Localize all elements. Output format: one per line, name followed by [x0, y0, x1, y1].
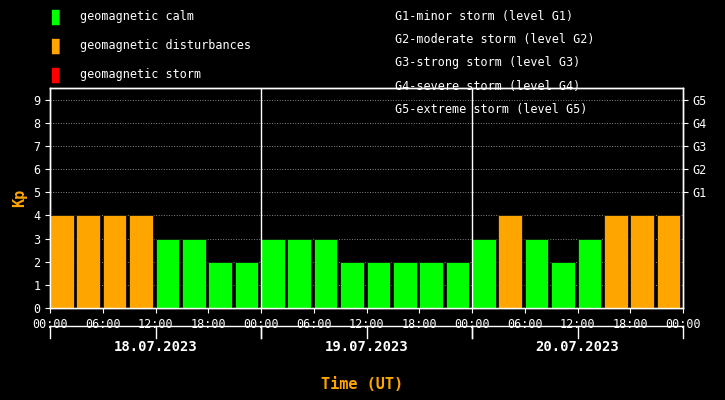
- Bar: [657, 215, 680, 308]
- Bar: [235, 262, 258, 308]
- Bar: [208, 262, 232, 308]
- Bar: [129, 215, 153, 308]
- Bar: [630, 215, 654, 308]
- Text: geomagnetic disturbances: geomagnetic disturbances: [80, 39, 251, 52]
- Text: G5-extreme storm (level G5): G5-extreme storm (level G5): [395, 103, 587, 116]
- Bar: [261, 238, 285, 308]
- Bar: [103, 215, 126, 308]
- Text: 19.07.2023: 19.07.2023: [325, 340, 408, 354]
- Text: geomagnetic calm: geomagnetic calm: [80, 10, 194, 23]
- Bar: [604, 215, 628, 308]
- Bar: [314, 238, 337, 308]
- Text: G1-minor storm (level G1): G1-minor storm (level G1): [395, 10, 573, 23]
- Bar: [578, 238, 601, 308]
- Text: 18.07.2023: 18.07.2023: [114, 340, 197, 354]
- Text: █: █: [51, 10, 58, 26]
- Text: █: █: [51, 68, 58, 83]
- Bar: [182, 238, 206, 308]
- Text: G2-moderate storm (level G2): G2-moderate storm (level G2): [395, 33, 594, 46]
- Bar: [287, 238, 311, 308]
- Bar: [525, 238, 549, 308]
- Bar: [419, 262, 443, 308]
- Bar: [498, 215, 522, 308]
- Bar: [367, 262, 390, 308]
- Text: █: █: [51, 39, 58, 54]
- Bar: [50, 215, 74, 308]
- Text: Time (UT): Time (UT): [321, 377, 404, 392]
- Bar: [340, 262, 364, 308]
- Bar: [76, 215, 100, 308]
- Bar: [472, 238, 496, 308]
- Bar: [551, 262, 575, 308]
- Y-axis label: Kp: Kp: [12, 189, 28, 207]
- Text: G4-severe storm (level G4): G4-severe storm (level G4): [395, 80, 581, 93]
- Bar: [446, 262, 469, 308]
- Text: 20.07.2023: 20.07.2023: [536, 340, 619, 354]
- Text: G3-strong storm (level G3): G3-strong storm (level G3): [395, 56, 581, 69]
- Bar: [155, 238, 179, 308]
- Bar: [393, 262, 417, 308]
- Text: geomagnetic storm: geomagnetic storm: [80, 68, 201, 81]
